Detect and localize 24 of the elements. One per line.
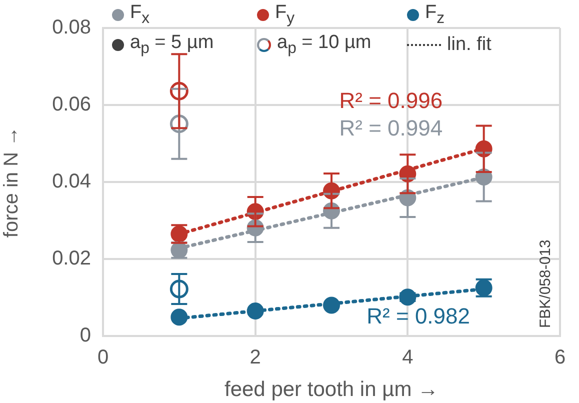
x-tick-label: 0 xyxy=(97,346,109,369)
y-axis-title: force in N → xyxy=(0,126,23,238)
point xyxy=(170,308,188,326)
legend-label: a$_{p}$ = 10 µm xyxy=(277,32,372,58)
point xyxy=(323,296,340,314)
y-tick-label: 0 xyxy=(80,324,91,347)
legend-label: F$_{y}$ xyxy=(275,2,295,28)
x-tick-label: 6 xyxy=(554,346,566,369)
legend-label: F$_{z}$ xyxy=(425,2,445,28)
annotation: FBK/058-013 xyxy=(537,240,554,328)
annotation: R² = 0.996 xyxy=(339,88,443,113)
x-tick-label: 2 xyxy=(250,346,261,369)
y-tick-label: 0.06 xyxy=(52,94,91,116)
y-tick-label: 0.08 xyxy=(52,16,91,39)
x-tick-label: 4 xyxy=(402,346,414,369)
x-axis-title: feed per tooth in µm → xyxy=(224,378,439,402)
annotation: R² = 0.994 xyxy=(339,116,443,141)
point xyxy=(246,302,264,320)
legend-label: F$_{x}$ xyxy=(130,2,150,28)
annotation: R² = 0.982 xyxy=(366,304,470,329)
legend-label: a$_{p}$ = 5 µm xyxy=(130,32,214,58)
y-tick-label: 0.04 xyxy=(52,170,91,193)
y-tick-label: 0.02 xyxy=(52,248,91,270)
legend-label: lin. fit xyxy=(447,34,492,56)
